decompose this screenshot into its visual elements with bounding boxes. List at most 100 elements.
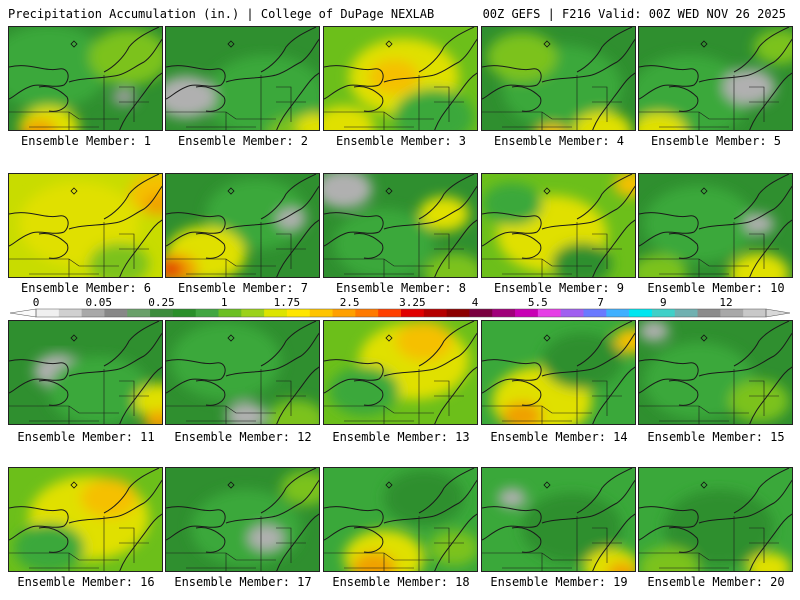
ensemble-member-map [323, 173, 478, 278]
ensemble-member-caption: Ensemble Member: 11 [17, 430, 155, 444]
colorbar-label: 0.05 [85, 297, 112, 309]
precip-area [639, 254, 687, 277]
colorbar-swatch [651, 309, 676, 317]
colorbar-swatch [674, 309, 699, 317]
precip-area [744, 213, 774, 235]
precip-map [324, 321, 477, 424]
precip-area [498, 488, 526, 508]
precip-map [639, 468, 792, 571]
precip-map [639, 174, 792, 277]
precip-area [487, 32, 557, 82]
colorbar-max-arrow [765, 308, 791, 318]
ensemble-member-caption: Ensemble Member: 20 [647, 575, 785, 589]
precip-map [639, 321, 792, 424]
ensemble-member-caption: Ensemble Member: 9 [493, 281, 625, 295]
ensemble-member-map [165, 173, 320, 278]
ensemble-member-caption: Ensemble Member: 2 [177, 134, 309, 148]
ensemble-member-map [8, 467, 163, 572]
title-left: Precipitation Accumulation (in.) | Colle… [8, 7, 435, 21]
precip-map [166, 174, 319, 277]
ensemble-member-map [481, 320, 636, 425]
precip-area [324, 174, 372, 209]
precip-area [296, 113, 319, 130]
precip-area [664, 489, 774, 567]
colorbar-label: 1 [221, 297, 228, 309]
precip-area [329, 366, 399, 416]
ensemble-member-caption: Ensemble Member: 18 [332, 575, 470, 589]
precip-map [9, 27, 162, 130]
colorbar-swatch [378, 309, 402, 317]
precip-area [754, 29, 792, 65]
precip-map [324, 174, 477, 277]
precip-area [281, 470, 319, 506]
ensemble-member-caption: Ensemble Member: 10 [647, 281, 785, 295]
ensemble-member-caption: Ensemble Member: 14 [490, 430, 628, 444]
precip-map [482, 174, 635, 277]
ensemble-member-caption: Ensemble Member: 15 [647, 430, 785, 444]
colorbar-swatch [515, 309, 539, 317]
colorbar-swatch [492, 309, 516, 317]
colorbar-label: 3.25 [399, 297, 426, 309]
colorbar-label: 1.75 [274, 297, 301, 309]
precip-area [644, 185, 754, 263]
ensemble-member-map [8, 173, 163, 278]
ensemble-member-caption: Ensemble Member: 3 [335, 134, 467, 148]
precip-area [729, 380, 789, 422]
colorbar-swatch [286, 309, 311, 317]
precip-map [482, 27, 635, 130]
colorbar-label: 0 [33, 297, 40, 309]
colorbar-swatch [355, 309, 379, 317]
precip-area [334, 209, 434, 277]
ensemble-member-map [638, 26, 793, 131]
precip-area [747, 552, 791, 571]
precip-area [639, 55, 749, 130]
precip-area [81, 478, 137, 518]
colorbar-swatch [81, 309, 105, 317]
colorbar-swatch [150, 309, 174, 317]
ensemble-member-caption: Ensemble Member: 4 [493, 134, 625, 148]
precip-map [482, 468, 635, 571]
precip-area [644, 342, 754, 420]
ensemble-member-map [165, 467, 320, 572]
precip-area [639, 112, 687, 130]
colorbar-label: 4 [472, 297, 479, 309]
precip-area [144, 193, 162, 215]
precip-map [166, 27, 319, 130]
ensemble-member-caption: Ensemble Member: 16 [17, 575, 155, 589]
colorbar-swatch [446, 309, 470, 317]
ensemble-member-caption: Ensemble Member: 12 [174, 430, 312, 444]
precip-area [248, 525, 284, 551]
ensemble-member-map [8, 26, 163, 131]
colorbar-swatch [127, 309, 151, 317]
ensemble-member-map [481, 467, 636, 572]
ensemble-member-map [8, 320, 163, 425]
colorbar-swatch [332, 309, 356, 317]
precip-area [171, 322, 281, 400]
colorbar-swatch [58, 309, 83, 317]
precip-area [572, 111, 632, 130]
ensemble-member-caption: Ensemble Member: 7 [177, 281, 309, 295]
colorbar-swatch [104, 309, 128, 317]
colorbar-swatch [241, 309, 265, 317]
ensemble-member-map [323, 320, 478, 425]
colorbar-swatch [469, 309, 493, 317]
precip-area [429, 530, 477, 566]
colorbar-label: 9 [660, 297, 667, 309]
ensemble-member-map [481, 173, 636, 278]
colorbar-swatch [697, 309, 721, 317]
colorbar-swatch [629, 309, 653, 317]
precip-area [134, 383, 162, 419]
colorbar-min-arrow [9, 308, 37, 318]
precip-map [166, 468, 319, 571]
ensemble-member-caption: Ensemble Member: 5 [650, 134, 782, 148]
precip-map [639, 27, 792, 130]
precip-area [276, 208, 306, 230]
colorbar-label: 7 [597, 297, 604, 309]
colorbar-swatch [172, 309, 197, 317]
colorbar-swatch [583, 309, 607, 317]
precip-area [206, 179, 306, 249]
colorbar-swatch [606, 309, 630, 317]
precip-area [49, 356, 149, 424]
precip-area [352, 552, 396, 571]
colorbar-swatch [401, 309, 425, 317]
